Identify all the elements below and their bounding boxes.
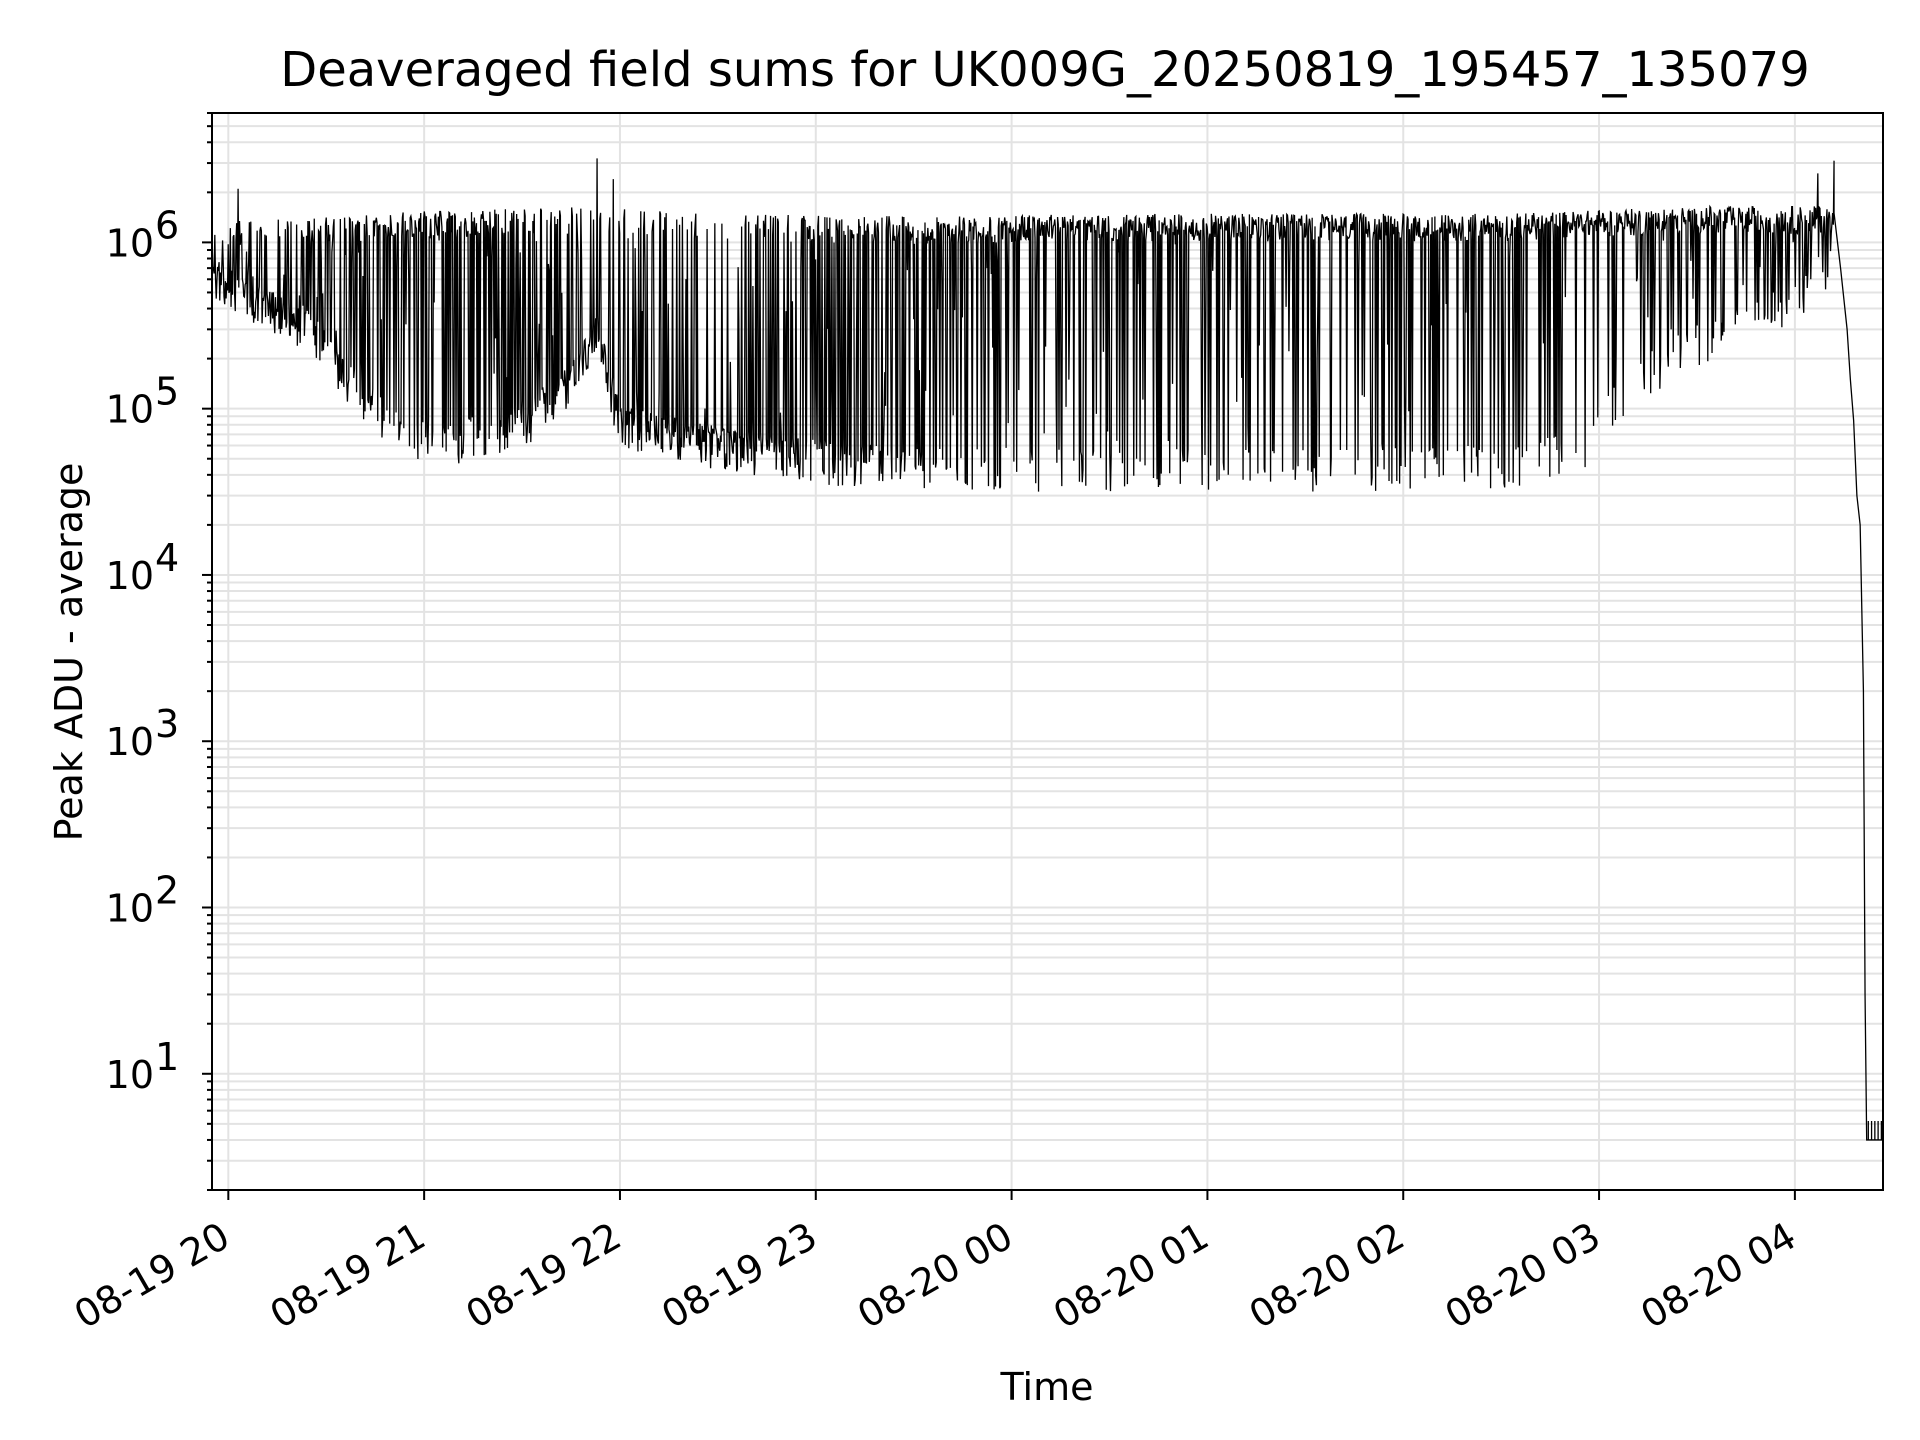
y-tick-exponent: 2 bbox=[155, 868, 179, 912]
y-tick-label: 10 bbox=[106, 1053, 154, 1097]
y-tick-exponent: 6 bbox=[155, 203, 179, 247]
y-tick-exponent: 5 bbox=[155, 370, 179, 414]
y-tick-label: 10 bbox=[106, 221, 154, 265]
x-axis-label: Time bbox=[1000, 1365, 1094, 1409]
data-series bbox=[211, 158, 1883, 1141]
grid bbox=[212, 112, 1883, 1191]
chart-title: Deaveraged field sums for UK009G_2025081… bbox=[280, 42, 1809, 98]
y-tick-label: 10 bbox=[106, 388, 154, 432]
y-tick-exponent: 4 bbox=[155, 536, 179, 580]
y-tick-label: 10 bbox=[106, 720, 154, 764]
y-axis-label: Peak ADU - average bbox=[47, 463, 91, 842]
plot-frame bbox=[211, 112, 1884, 1191]
y-tick-label: 10 bbox=[106, 886, 154, 930]
y-tick-label: 10 bbox=[106, 554, 154, 598]
y-tick-exponent: 3 bbox=[155, 702, 179, 746]
series-line bbox=[211, 158, 1883, 1141]
y-tick-exponent: 1 bbox=[155, 1035, 179, 1079]
